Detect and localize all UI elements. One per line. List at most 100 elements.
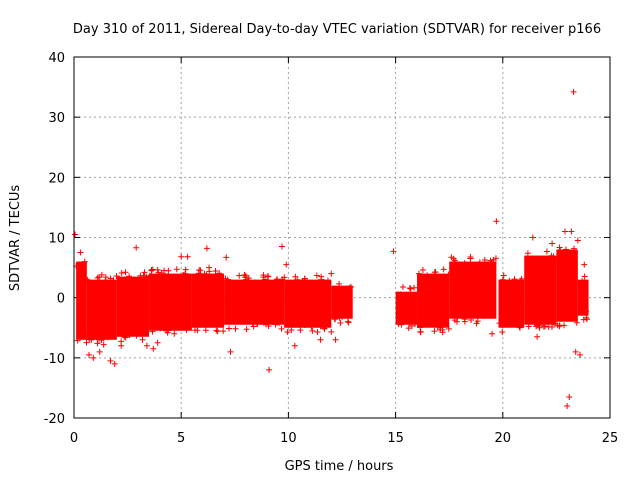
data-point (141, 269, 148, 276)
x-tick-label: 20 (495, 431, 512, 446)
data-point (336, 314, 343, 321)
data-point (278, 243, 285, 250)
data-point (107, 275, 114, 282)
data-point (565, 250, 572, 257)
data-band (191, 273, 225, 328)
data-point (283, 261, 290, 268)
data-band (577, 279, 589, 316)
data-point (210, 273, 217, 280)
data-point (105, 334, 112, 341)
data-point (557, 247, 564, 254)
data-point (576, 351, 583, 358)
data-point (568, 228, 575, 235)
data-point (288, 327, 295, 334)
data-point (161, 267, 168, 274)
data-point (94, 340, 101, 347)
x-tick-label: 15 (387, 431, 404, 446)
data-point (399, 283, 406, 290)
data-point (98, 271, 105, 278)
data-point (534, 333, 541, 340)
data-point (102, 278, 109, 285)
data-point (254, 320, 261, 327)
data-point (225, 279, 232, 286)
data-point (113, 273, 120, 280)
data-point (266, 366, 273, 373)
grid (74, 57, 610, 418)
data-point (328, 328, 335, 335)
data-point (563, 246, 570, 253)
axis-ticks: 0 5 10 15 20 25 -20 -10 0 10 20 30 40 (44, 51, 619, 446)
data-point (100, 335, 107, 342)
data-point (543, 317, 550, 324)
data-point (153, 323, 160, 330)
data-point (573, 319, 580, 326)
data-point (74, 337, 81, 344)
data-point (143, 342, 150, 349)
data-point (564, 402, 571, 409)
data-point (264, 273, 271, 280)
data-point (468, 316, 475, 323)
data-point (86, 336, 93, 343)
data-point (252, 317, 259, 324)
data-point (148, 267, 155, 274)
data-point (260, 319, 267, 326)
data-point (474, 318, 481, 325)
chart-title: Day 310 of 2011, Sidereal Day-to-day VTE… (73, 22, 601, 37)
x-tick-label: 5 (177, 431, 185, 446)
data-point (122, 334, 129, 341)
data-point (133, 244, 140, 251)
data-point (324, 320, 331, 327)
data-band (498, 279, 525, 328)
data-point (506, 277, 513, 284)
data-band (116, 276, 150, 337)
y-tick-label: 40 (48, 51, 65, 66)
data-point (434, 323, 441, 330)
data-point (461, 260, 468, 267)
data-point (406, 285, 413, 292)
data-point (96, 277, 103, 284)
data-point (345, 286, 352, 293)
data-point (301, 275, 308, 282)
data-point (332, 316, 339, 323)
data-point (332, 336, 339, 343)
y-tick-label: -10 (44, 352, 65, 367)
data-point (122, 269, 129, 276)
data-point (242, 276, 249, 283)
data-point (510, 279, 517, 286)
data-band (331, 285, 353, 319)
data-point (458, 263, 465, 270)
data-point (448, 312, 455, 319)
data-point (165, 323, 172, 330)
data-point (111, 360, 118, 367)
data-point (309, 327, 316, 334)
data-band (224, 279, 285, 325)
data-point (227, 348, 234, 355)
data-series (72, 88, 590, 409)
data-point (540, 320, 547, 327)
data-point (154, 339, 161, 346)
data-point (314, 329, 321, 336)
data-point (518, 275, 525, 282)
data-point (127, 277, 134, 284)
data-point (249, 318, 256, 325)
data-point (236, 272, 243, 279)
data-point (107, 357, 114, 364)
data-point (542, 255, 549, 262)
data-point (178, 253, 185, 260)
plot-frame (73, 56, 611, 419)
data-point (126, 331, 133, 338)
data-point (223, 254, 230, 261)
data-point (451, 317, 458, 324)
data-point (440, 266, 447, 273)
data-point (345, 319, 352, 326)
data-point (556, 322, 563, 329)
data-band (149, 273, 192, 331)
data-point (195, 270, 202, 277)
data-point (85, 278, 92, 285)
data-point (202, 327, 209, 334)
data-point (582, 308, 589, 315)
data-point (77, 334, 84, 341)
data-point (566, 393, 573, 400)
data-point (476, 259, 483, 266)
